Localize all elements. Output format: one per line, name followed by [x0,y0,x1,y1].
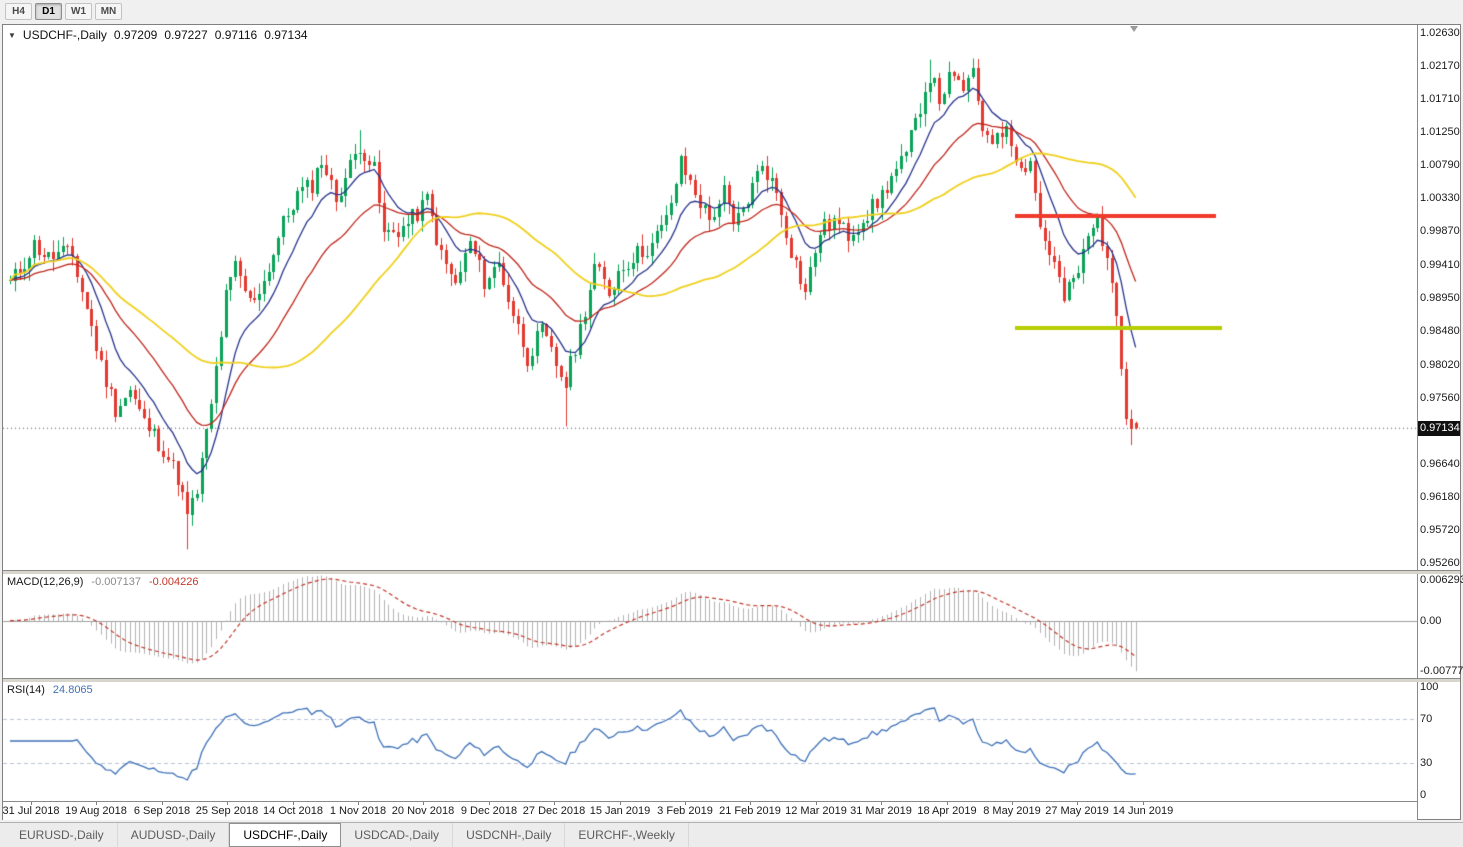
price-axis-label: 0.96640 [1420,458,1460,470]
price-axis-label: 0.98020 [1420,359,1460,371]
date-axis-label: 27 Dec 2018 [522,805,586,817]
date-axis[interactable]: 31 Jul 2018 19 Aug 2018 6 Sep 2018 25 Sep 2… [3,801,1417,820]
collapse-arrow-icon[interactable]: ▼ [8,30,16,40]
price-axis-label: 0.98950 [1420,292,1460,304]
price-axis-label: 1.02170 [1420,60,1460,72]
tab-eurchf-weekly[interactable]: EURCHF-,Weekly [565,823,689,847]
date-axis-label: 12 Mar 2019 [785,805,847,817]
quote-open: 0.97209 [113,28,158,42]
date-tick [227,802,228,805]
date-tick [96,802,97,805]
date-tick [423,802,424,805]
current-price-badge: 0.97134 [1418,421,1460,436]
date-tick [31,802,32,805]
price-axis-label: 1.00790 [1420,159,1460,171]
date-axis-label: 1 Nov 2018 [329,805,387,817]
panel-separator[interactable] [3,570,1460,574]
macd-name: MACD(12,26,9) [7,576,84,588]
price-axis[interactable]: 0.97134 1.02630 1.02170 1.01710 1.01250 1.00… [1417,25,1463,819]
date-tick [293,802,294,805]
price-axis-label: 0.99410 [1420,259,1460,271]
macd-axis-label: 0.00 [1420,615,1442,627]
date-tick [1143,802,1144,805]
price-axis-label: 0.98480 [1420,325,1460,337]
price-axis-label: 0.96180 [1420,491,1460,503]
timeframe-d1-button[interactable]: D1 [35,2,62,20]
date-axis-label: 14 Oct 2018 [263,805,323,817]
price-axis-label: 0.99870 [1420,225,1460,237]
price-axis-label: 1.01710 [1420,93,1460,105]
date-axis-label: 8 May 2019 [983,805,1041,817]
date-axis-label: 9 Dec 2018 [460,805,518,817]
rsi-axis-label: 0 [1420,789,1427,801]
date-tick [1077,802,1078,805]
symbol-period-label: USDCHF-,Daily [22,28,107,42]
timeframe-w1-button[interactable]: W1 [65,2,92,20]
tab-usdcad-daily[interactable]: USDCAD-,Daily [341,823,454,847]
macd-axis-label: -0.007777 [1420,665,1463,677]
quote-high: 0.97227 [164,28,208,42]
date-axis-label: 25 Sep 2018 [195,805,259,817]
price-axis-label: 1.01250 [1420,126,1460,138]
price-chart-canvas[interactable] [3,25,1417,570]
quote-low: 0.97116 [214,28,258,42]
date-tick [1012,802,1013,805]
date-tick [554,802,555,805]
rsi-axis-label: 30 [1420,757,1433,769]
date-tick [947,802,948,805]
date-axis-label: 18 Apr 2019 [917,805,977,817]
tab-eurusd-daily[interactable]: EURUSD-,Daily [6,823,118,847]
date-axis-label: 15 Jan 2019 [589,805,651,817]
macd-indicator-label: MACD(12,26,9) -0.007137 -0.004226 [7,576,199,588]
panel-separator[interactable] [3,678,1460,682]
rsi-axis-label: 70 [1420,713,1433,725]
timeframe-mn-button[interactable]: MN [95,2,122,20]
rsi-value: 24.8065 [52,684,93,696]
tab-usdcnh-daily[interactable]: USDCNH-,Daily [453,823,566,847]
tab-usdchf-daily[interactable]: USDCHF-,Daily [229,823,342,847]
date-axis-label: 3 Feb 2019 [657,805,713,817]
date-axis-label: 6 Sep 2018 [133,805,191,817]
rsi-indicator-label: RSI(14) 24.8065 [7,684,93,696]
date-tick [489,802,490,805]
rsi-axis-label: 100 [1420,681,1439,693]
chart-tabs: EURUSD-,Daily AUDUSD-,Daily USDCHF-,Dail… [0,822,1463,847]
date-tick [750,802,751,805]
date-axis-label: 31 Jul 2018 [3,805,60,817]
price-axis-label: 0.95260 [1420,557,1460,569]
date-tick [620,802,621,805]
date-tick [816,802,817,805]
macd-main-value: -0.007137 [91,576,141,588]
quote-close: 0.97134 [264,28,308,42]
chart-window: ▼ USDCHF-,Daily 0.97209 0.97227 0.97116 … [2,24,1463,820]
date-tick [685,802,686,805]
date-tick [881,802,882,805]
price-axis-label: 1.02630 [1420,27,1460,39]
price-axis-label: 0.95720 [1420,524,1460,536]
price-axis-label: 1.00330 [1420,192,1460,204]
timeframe-toolbar: H4 D1 W1 MN [0,0,1463,22]
price-axis-label: 0.97560 [1420,392,1460,404]
date-axis-label: 31 Mar 2019 [850,805,912,817]
rsi-canvas[interactable] [3,681,1417,801]
price-chart-panel[interactable]: ▼ USDCHF-,Daily 0.97209 0.97227 0.97116 … [3,25,1417,570]
date-tick [162,802,163,805]
date-axis-label: 21 Feb 2019 [719,805,781,817]
macd-signal-value: -0.004226 [148,576,199,588]
timeframe-h4-button[interactable]: H4 [5,2,32,20]
date-tick [358,802,359,805]
macd-canvas[interactable] [3,573,1417,678]
chart-shift-marker[interactable] [1130,26,1138,32]
quote-header: ▼ USDCHF-,Daily 0.97209 0.97227 0.97116 … [8,28,308,42]
macd-axis-label: 0.006293 [1420,574,1463,586]
macd-panel[interactable]: MACD(12,26,9) -0.007137 -0.004226 [3,573,1417,678]
date-axis-label: 19 Aug 2018 [65,805,127,817]
date-axis-label: 14 Jun 2019 [1112,805,1174,817]
tab-audusd-daily[interactable]: AUDUSD-,Daily [118,823,230,847]
rsi-panel[interactable]: RSI(14) 24.8065 [3,681,1417,801]
rsi-name: RSI(14) [7,684,45,696]
date-axis-label: 20 Nov 2018 [391,805,455,817]
date-axis-label: 27 May 2019 [1045,805,1109,817]
